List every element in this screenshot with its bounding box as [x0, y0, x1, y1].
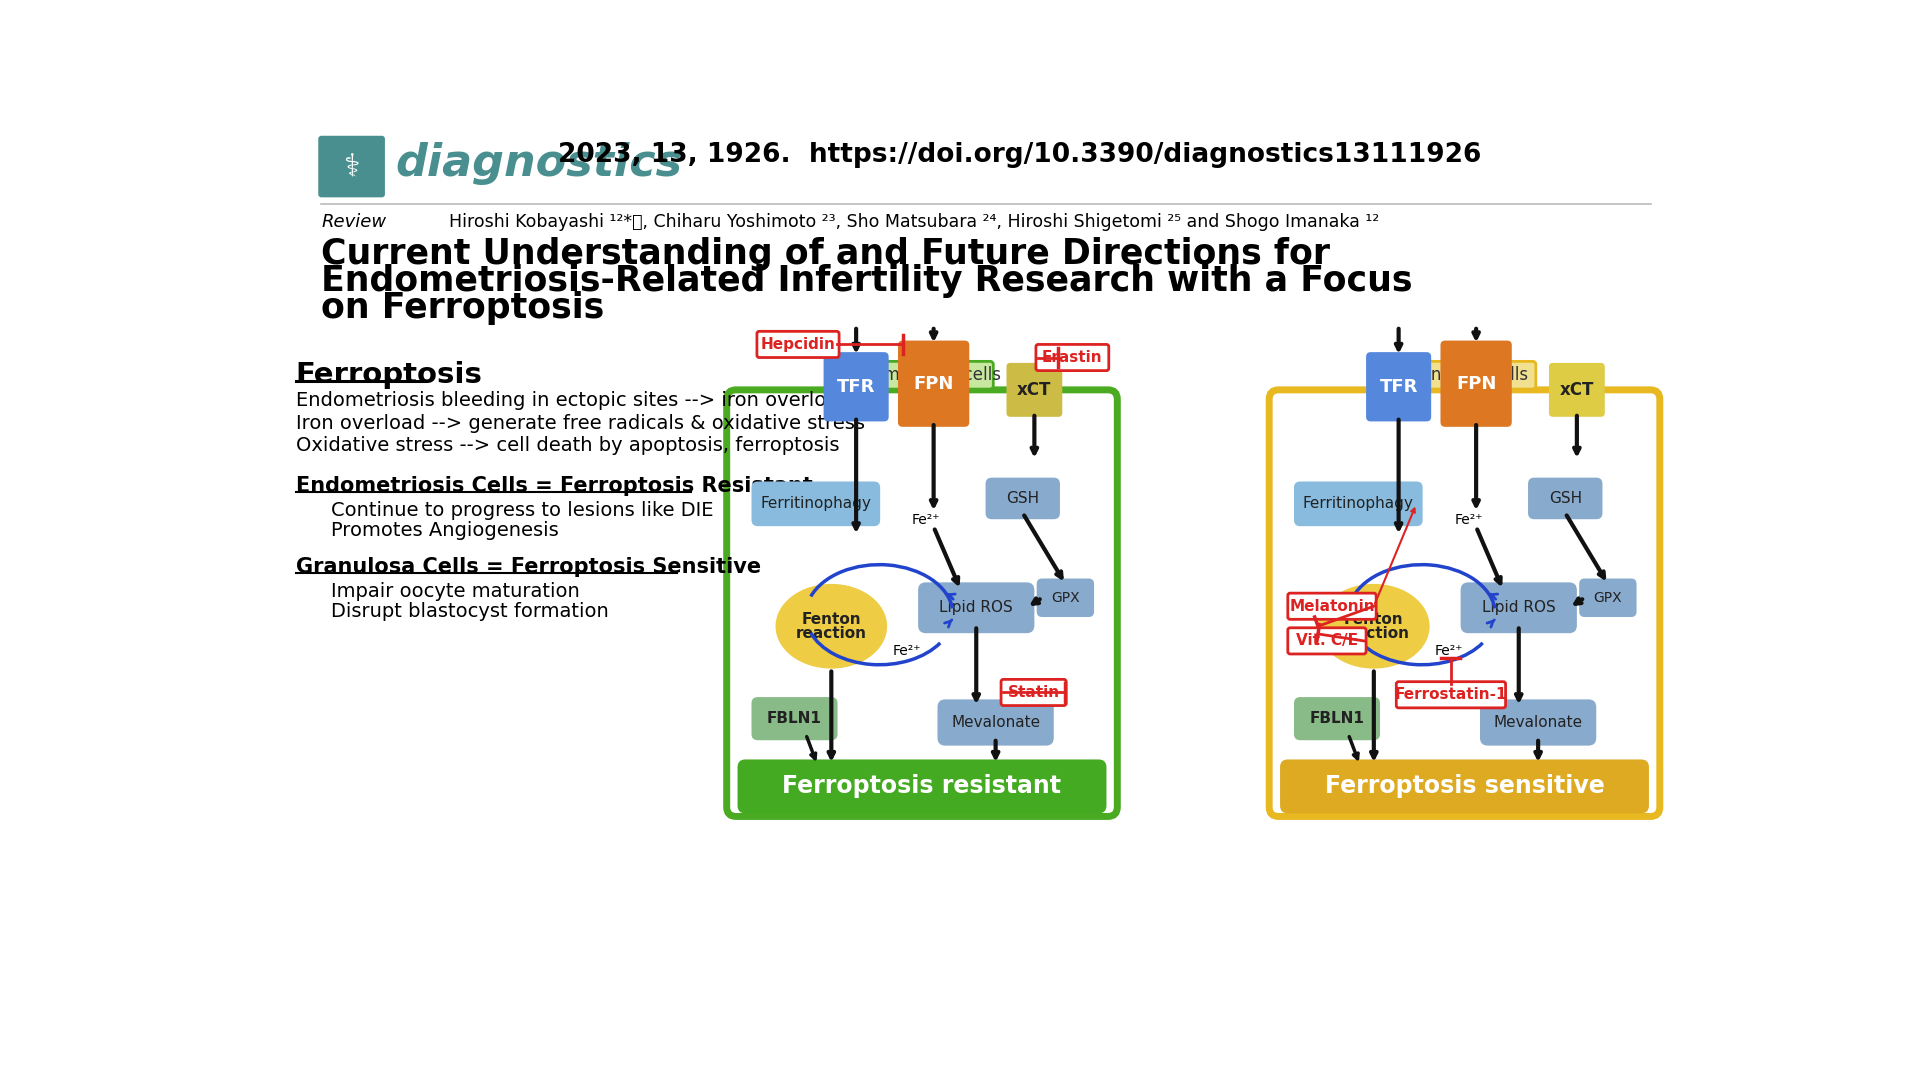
Text: Endometriosis-Related Infertility Research with a Focus: Endometriosis-Related Infertility Resear…	[321, 265, 1413, 298]
Text: Fe²⁺: Fe²⁺	[1434, 644, 1463, 658]
FancyBboxPatch shape	[751, 482, 879, 526]
FancyBboxPatch shape	[1528, 477, 1603, 519]
Text: Lipid ROS: Lipid ROS	[1482, 600, 1555, 616]
Text: Fenton: Fenton	[1344, 611, 1404, 626]
Text: xCT: xCT	[1559, 381, 1594, 399]
Text: Granulosa Cells = Ferroptosis Sensitive: Granulosa Cells = Ferroptosis Sensitive	[296, 557, 760, 577]
Text: TFR: TFR	[837, 378, 876, 395]
Text: Review: Review	[321, 213, 386, 231]
Text: 2023, 13, 1926.  https://doi.org/10.3390/diagnostics13111926: 2023, 13, 1926. https://doi.org/10.3390/…	[557, 141, 1480, 167]
Text: Mevalonate: Mevalonate	[950, 715, 1041, 730]
Text: diagnostics: diagnostics	[396, 141, 682, 185]
FancyBboxPatch shape	[756, 332, 839, 357]
Text: Disrupt blastocyst formation: Disrupt blastocyst formation	[332, 602, 609, 621]
Text: on Ferroptosis: on Ferroptosis	[321, 292, 605, 325]
Ellipse shape	[776, 584, 887, 669]
FancyBboxPatch shape	[851, 362, 993, 389]
FancyBboxPatch shape	[1288, 627, 1365, 654]
FancyBboxPatch shape	[319, 136, 384, 198]
FancyBboxPatch shape	[1037, 579, 1094, 617]
FancyBboxPatch shape	[1281, 759, 1649, 813]
Text: Ferroptosis resistant: Ferroptosis resistant	[783, 774, 1062, 798]
Text: Ferrostatin-1: Ferrostatin-1	[1394, 687, 1507, 702]
FancyBboxPatch shape	[1269, 390, 1659, 816]
Text: Iron overload --> generate free radicals & oxidative stress: Iron overload --> generate free radicals…	[296, 414, 864, 433]
Text: GPX: GPX	[1050, 591, 1079, 605]
Text: Fe²⁺: Fe²⁺	[912, 513, 941, 527]
Text: FPN: FPN	[1455, 375, 1496, 393]
Text: FBLN1: FBLN1	[1309, 711, 1363, 726]
FancyBboxPatch shape	[918, 582, 1035, 633]
FancyBboxPatch shape	[1461, 582, 1576, 633]
FancyBboxPatch shape	[899, 340, 970, 427]
FancyBboxPatch shape	[937, 700, 1054, 745]
Text: Fenton: Fenton	[801, 611, 862, 626]
FancyBboxPatch shape	[824, 352, 889, 421]
Text: Lipid ROS: Lipid ROS	[939, 600, 1014, 616]
Text: Melatonin: Melatonin	[1288, 598, 1375, 613]
FancyBboxPatch shape	[1000, 679, 1066, 705]
Text: Fe²⁺: Fe²⁺	[893, 644, 922, 658]
Text: Ferritinophagy: Ferritinophagy	[760, 497, 872, 511]
FancyBboxPatch shape	[726, 390, 1117, 816]
Text: GSH: GSH	[1549, 491, 1582, 505]
Text: Ferroptosis sensitive: Ferroptosis sensitive	[1325, 774, 1605, 798]
Text: Impair oocyte maturation: Impair oocyte maturation	[332, 582, 580, 600]
FancyBboxPatch shape	[1394, 362, 1536, 389]
FancyBboxPatch shape	[1037, 345, 1108, 370]
Text: Granulosa cells: Granulosa cells	[1402, 366, 1528, 384]
FancyBboxPatch shape	[1294, 697, 1380, 740]
FancyBboxPatch shape	[1288, 593, 1377, 619]
Text: Ferroptosis: Ferroptosis	[296, 361, 482, 389]
Text: Oxidative stress --> cell death by apoptosis, ferroptosis: Oxidative stress --> cell death by apopt…	[296, 436, 839, 455]
Ellipse shape	[1317, 584, 1430, 669]
FancyBboxPatch shape	[1578, 579, 1636, 617]
Text: Endometriosis Cells = Ferroptosis Resistant: Endometriosis Cells = Ferroptosis Resist…	[296, 476, 812, 496]
FancyBboxPatch shape	[751, 697, 837, 740]
FancyBboxPatch shape	[1365, 352, 1430, 421]
Text: FPN: FPN	[914, 375, 954, 393]
FancyBboxPatch shape	[737, 759, 1106, 813]
Text: Hiroshi Kobayashi ¹²*ⓘ, Chiharu Yoshimoto ²³, Sho Matsubara ²⁴, Hiroshi Shigetom: Hiroshi Kobayashi ¹²*ⓘ, Chiharu Yoshimot…	[449, 213, 1379, 231]
Text: Current Understanding of and Future Directions for: Current Understanding of and Future Dire…	[321, 238, 1331, 271]
FancyBboxPatch shape	[1396, 681, 1505, 707]
Text: xCT: xCT	[1018, 381, 1052, 399]
FancyBboxPatch shape	[1006, 363, 1062, 417]
FancyBboxPatch shape	[1294, 482, 1423, 526]
FancyBboxPatch shape	[985, 477, 1060, 519]
Text: Hepcidin: Hepcidin	[760, 337, 835, 352]
Text: GSH: GSH	[1006, 491, 1039, 505]
Text: ⚕: ⚕	[344, 153, 359, 183]
FancyBboxPatch shape	[1549, 363, 1605, 417]
FancyBboxPatch shape	[1480, 700, 1596, 745]
Text: reaction: reaction	[795, 625, 866, 640]
Text: Fe²⁺: Fe²⁺	[1453, 513, 1482, 527]
Text: FBLN1: FBLN1	[766, 711, 822, 726]
Text: Promotes Angiogenesis: Promotes Angiogenesis	[332, 521, 559, 540]
Text: reaction: reaction	[1338, 625, 1409, 640]
Text: Mevalonate: Mevalonate	[1494, 715, 1582, 730]
Text: GPX: GPX	[1594, 591, 1622, 605]
Text: Endometriotic cells: Endometriotic cells	[843, 366, 1002, 384]
FancyBboxPatch shape	[1440, 340, 1511, 427]
Text: Ferritinophagy: Ferritinophagy	[1304, 497, 1413, 511]
Text: Vit. C/E: Vit. C/E	[1296, 633, 1357, 648]
Text: Continue to progress to lesions like DIE: Continue to progress to lesions like DIE	[332, 501, 714, 519]
Text: Statin: Statin	[1008, 685, 1060, 700]
Text: Endometriosis bleeding in ectopic sites --> iron overload: Endometriosis bleeding in ectopic sites …	[296, 391, 851, 410]
Text: TFR: TFR	[1379, 378, 1417, 395]
Text: Erastin: Erastin	[1043, 350, 1102, 365]
